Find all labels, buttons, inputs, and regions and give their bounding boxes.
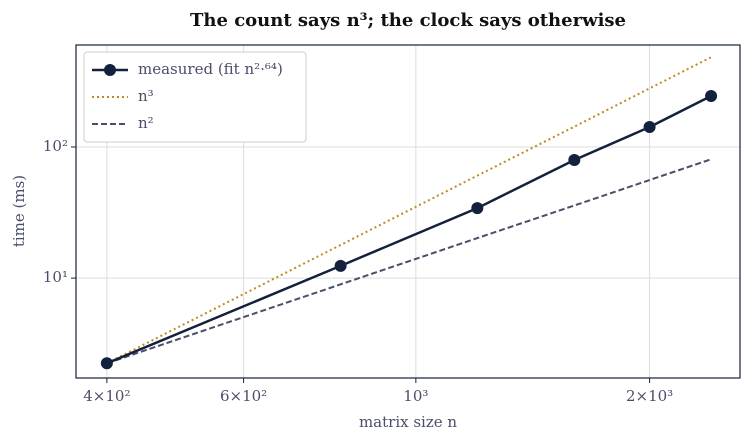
x-axis-label: matrix size n (359, 413, 457, 431)
x-tick-label: 4×10² (83, 387, 130, 405)
legend-marker (104, 64, 116, 76)
marker (334, 259, 347, 272)
x-tick-label: 2×10³ (626, 387, 673, 405)
plot-frame (75, 44, 741, 379)
legend-label: n² (138, 114, 154, 132)
y-tick-label: 10² (43, 137, 68, 155)
marker (568, 154, 581, 167)
chart-title: The count says n³; the clock says otherw… (190, 10, 626, 31)
legend-label: measured (fit n²·⁶⁴) (138, 60, 283, 78)
legend-box (83, 51, 307, 143)
x-tick-label: 6×10² (220, 387, 267, 405)
line (106, 94, 712, 365)
marker (100, 357, 113, 370)
marker (471, 202, 484, 215)
marker (643, 121, 656, 134)
y-axis-label: time (ms) (10, 175, 28, 247)
legend-label: n³ (138, 87, 154, 105)
x-tick-label: 10³ (403, 387, 428, 405)
marker (705, 89, 718, 102)
line (106, 158, 712, 365)
y-tick-label: 10¹ (43, 268, 68, 286)
